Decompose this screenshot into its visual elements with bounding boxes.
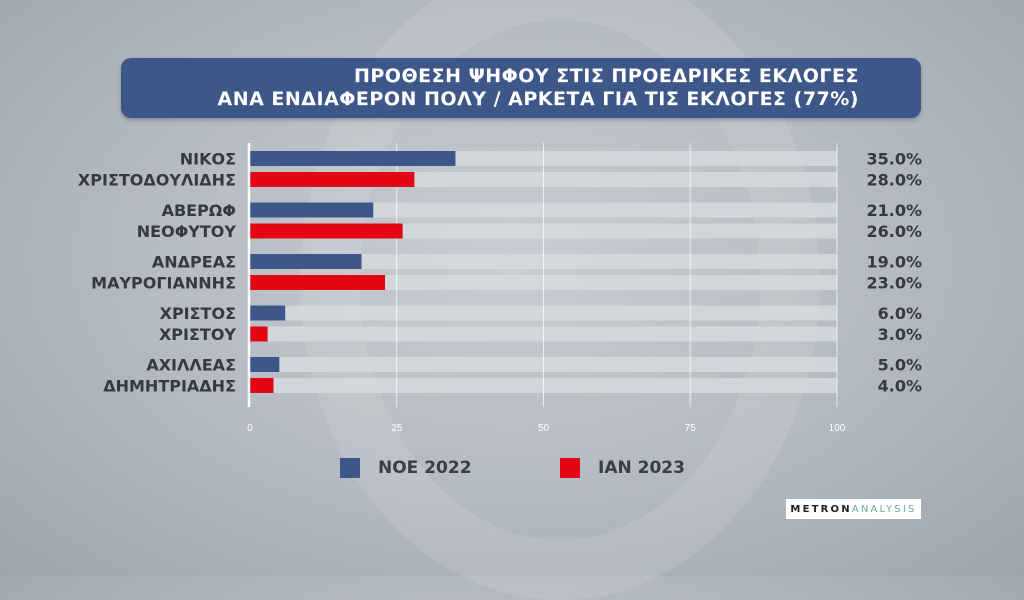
value-label: 28.0% (866, 171, 922, 190)
legend-item-series-2: ΙΑΝ 2023 (560, 456, 685, 480)
logo-text-metron: METRON (790, 503, 852, 515)
bar (250, 378, 274, 393)
chart-title: ΠΡΟΘΕΣΗ ΨΗΦΟΥ ΣΤΙΣ ΠΡΟΕΔΡΙΚΕΣ ΕΚΛΟΓΕΣ ΑΝ… (121, 58, 921, 118)
category-label: ΔΗΜΗΤΡΙΑΔΗΣ (103, 377, 236, 396)
category-label: ΝΕΟΦΥΤΟΥ (137, 222, 237, 241)
value-label: 6.0% (878, 304, 922, 323)
bar (250, 275, 386, 290)
value-label: 23.0% (866, 274, 922, 293)
bar (250, 223, 403, 239)
logo-text-analysis: ANALYSIS (851, 503, 917, 515)
category-label: ΝΙΚΟΣ (180, 150, 236, 169)
bar (250, 357, 280, 372)
chart-title-line-1: ΠΡΟΘΕΣΗ ΨΗΦΟΥ ΣΤΙΣ ΠΡΟΕΔΡΙΚΕΣ ΕΚΛΟΓΕΣ (353, 65, 859, 87)
value-label: 3.0% (878, 325, 922, 344)
category-label: ΜΑΥΡΟΓΙΑΝΝΗΣ (91, 274, 236, 293)
category-label: ΑΧΙΛΛΕΑΣ (146, 356, 236, 375)
bar (250, 172, 415, 187)
legend-swatch-series-1 (340, 458, 360, 478)
category-label: ΧΡΙΣΤΟΣ (160, 304, 236, 323)
category-label: ΧΡΙΣΤΟΥ (159, 325, 236, 344)
category-label: ΑΝΔΡΕΑΣ (152, 253, 236, 272)
chart-title-line-2: ΑΝΑ ΕΝΔΙΑΦΕΡΟΝ ΠΟΛΥ / ΑΡΚΕΤΑ ΓΙΑ ΤΙΣ ΕΚΛ… (217, 88, 859, 110)
legend-label-series-2: ΙΑΝ 2023 (598, 458, 685, 478)
legend-swatch-series-2 (560, 458, 580, 478)
bar (250, 305, 286, 321)
legend-label-series-1: ΝΟΕ 2022 (378, 458, 472, 478)
category-label: ΧΡΙΣΤΟΔΟΥΛΙΔΗΣ (78, 171, 236, 190)
legend-item-series-1: ΝΟΕ 2022 (340, 456, 472, 480)
x-tick-label: 100 (829, 423, 846, 434)
value-label: 5.0% (878, 356, 922, 375)
value-label: 4.0% (878, 377, 922, 396)
x-tick-label: 50 (538, 423, 550, 434)
metron-analysis-logo: METRON ANALYSIS (786, 499, 921, 519)
value-label: 21.0% (866, 201, 922, 220)
x-tick-label: 0 (247, 423, 253, 434)
bar-chart: 35.0% ΝΙΚΟΣ 28.0% ΧΡΙΣΤΟΔΟΥΛΙΔΗΣ 21.0% ΑΒΕΡΩΦ… (77, 149, 922, 434)
bar (250, 151, 456, 166)
bar (250, 326, 268, 342)
x-tick-label: 25 (391, 423, 403, 434)
bar (250, 202, 374, 218)
x-tick-label: 75 (685, 423, 697, 434)
value-label: 35.0% (866, 150, 922, 169)
value-label: 26.0% (866, 222, 922, 241)
value-label: 19.0% (866, 253, 922, 272)
bar (250, 254, 362, 269)
category-label: ΑΒΕΡΩΦ (162, 201, 236, 220)
